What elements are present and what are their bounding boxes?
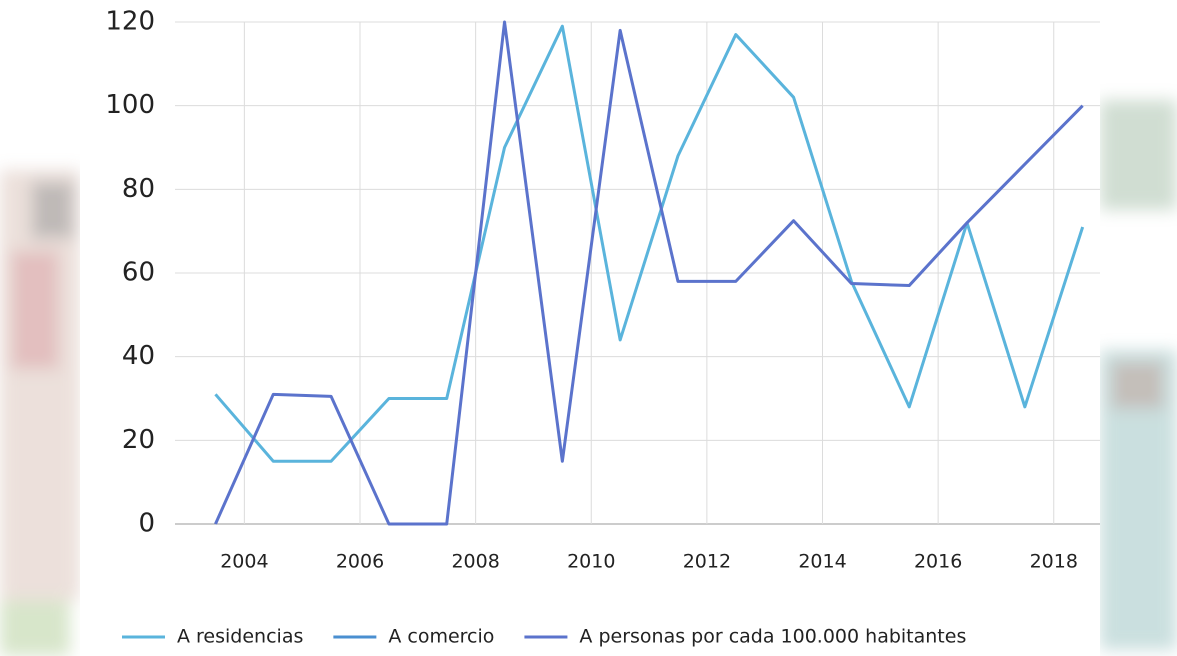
y-tick-label: 20: [122, 425, 155, 455]
x-tick-label: 2010: [567, 551, 615, 573]
legend-label: A residencias: [177, 626, 303, 648]
x-tick-label: 2006: [336, 551, 384, 573]
x-tick-label: 2008: [451, 551, 499, 573]
x-tick-label: 2016: [914, 551, 962, 573]
data-line: [214, 20, 1084, 526]
y-tick-label: 120: [105, 7, 155, 37]
y-tick-label: 40: [122, 341, 155, 371]
x-tick-label: 2018: [1030, 551, 1078, 573]
legend-label: A personas por cada 100.000 habitantes: [579, 626, 966, 648]
background-photo: [0, 100, 1177, 656]
y-tick-label: 100: [105, 90, 155, 120]
y-tick-label: 80: [122, 174, 155, 204]
data-line: [214, 24, 1085, 463]
y-tick-label: 60: [122, 258, 155, 288]
legend-label: A comercio: [388, 626, 494, 648]
x-tick-label: 2012: [683, 551, 731, 573]
x-tick-label: 2004: [220, 551, 268, 573]
x-tick-label: 2014: [798, 551, 846, 573]
y-tick-label: 0: [138, 509, 155, 539]
chart-panel: [80, 0, 1100, 656]
